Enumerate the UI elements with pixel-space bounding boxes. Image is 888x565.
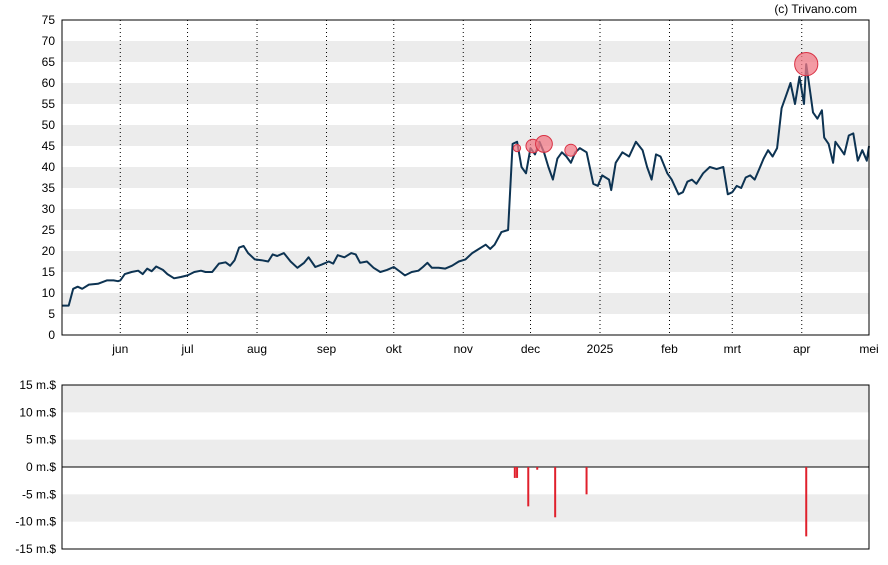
price-x-tick-label: jun — [111, 342, 128, 356]
price-grid-band — [62, 125, 869, 146]
flow-grid-band — [62, 385, 869, 413]
price-y-tick-label: 60 — [42, 76, 56, 90]
flow-y-tick-label: 5 m.$ — [26, 433, 56, 447]
price-y-tick-label: 30 — [42, 202, 56, 216]
transaction-bubble — [512, 144, 522, 153]
transaction-bubble — [564, 143, 578, 157]
price-y-tick-label: 70 — [42, 34, 56, 48]
price-grid-band — [62, 83, 869, 104]
price-plot-frame — [61, 19, 870, 336]
price-grid-band — [62, 209, 869, 230]
price-x-tick-label: mrt — [724, 342, 742, 356]
price-y-tick-label: 75 — [42, 13, 56, 27]
price-y-tick-label: 25 — [42, 223, 56, 237]
flow-y-tick-label: 15 m.$ — [19, 378, 56, 392]
price-y-tick-label: 20 — [42, 244, 56, 258]
flow-grid-band — [62, 439, 869, 467]
price-y-tick-label: 15 — [42, 265, 56, 279]
flow-y-tick-label: -15 m.$ — [15, 542, 56, 556]
price-grid-band — [62, 293, 869, 314]
price-y-tick-label: 10 — [42, 286, 56, 300]
price-x-tick-label: apr — [793, 342, 810, 356]
price-x-tick-label: okt — [386, 342, 403, 356]
price-x-tick-label: 2025 — [587, 342, 614, 356]
price-x-tick-label: sep — [317, 342, 337, 356]
price-y-tick-label: 40 — [42, 160, 56, 174]
price-x-tick-label: aug — [247, 342, 267, 356]
price-y-tick-label: 55 — [42, 97, 56, 111]
price-x-tick-label: mei — [859, 342, 878, 356]
flow-plot-frame — [61, 384, 870, 550]
price-x-tick-label: dec — [521, 342, 540, 356]
price-grid-band — [62, 41, 869, 62]
price-y-tick-label: 45 — [42, 139, 56, 153]
credit-label: (c) Trivano.com — [774, 2, 857, 16]
transaction-bubble — [535, 135, 553, 153]
transaction-bubble — [794, 52, 819, 77]
price-x-tick-label: feb — [661, 342, 678, 356]
price-grid-band — [62, 251, 869, 272]
flow-y-tick-label: -10 m.$ — [15, 515, 56, 529]
flow-chart-panel: 15 m.$ 10 m.$ 5 m.$ 0 m.$ -5 m.$ -10 m.$ -15 m… — [15, 378, 870, 556]
price-line — [62, 63, 870, 307]
flow-y-tick-label: 0 m.$ — [26, 460, 56, 474]
price-x-tick-label: jul — [181, 342, 194, 356]
price-y-tick-label: 5 — [48, 307, 55, 321]
flow-y-tick-label: -5 m.$ — [22, 487, 56, 501]
flow-grid-band — [62, 494, 869, 522]
price-x-tick-label: nov — [454, 342, 473, 356]
price-y-tick-label: 0 — [48, 328, 55, 342]
flow-y-tick-label: 10 m.$ — [19, 405, 56, 419]
price-y-tick-label: 35 — [42, 181, 56, 195]
price-y-tick-label: 50 — [42, 118, 56, 132]
price-y-tick-label: 65 — [42, 55, 56, 69]
